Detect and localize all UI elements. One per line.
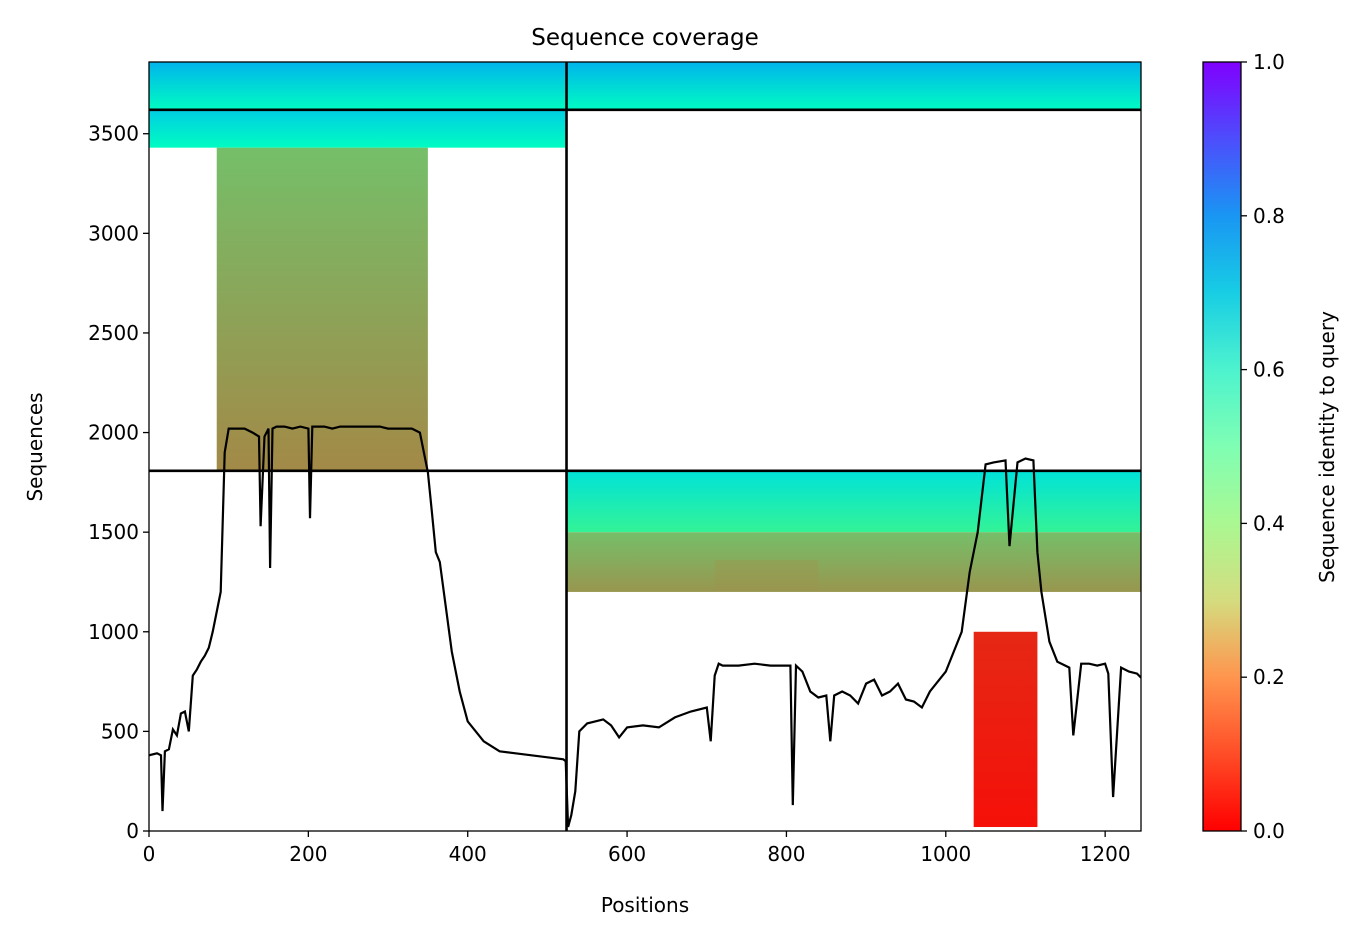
coverage-block	[973, 631, 1038, 828]
coverage-block	[566, 62, 1141, 110]
coverage-block	[149, 109, 567, 148]
y-tick-label: 1500	[88, 520, 139, 544]
colorbar-tick-label: 0.4	[1253, 511, 1285, 535]
colorbar	[1202, 61, 1242, 832]
colorbar-tick-label: 0.0	[1253, 819, 1285, 843]
coverage-block	[216, 147, 428, 471]
colorbar-tick-label: 0.8	[1253, 204, 1285, 228]
x-tick-label: 200	[289, 842, 327, 866]
x-axis-label: Positions	[601, 893, 689, 917]
coverage-block	[149, 62, 567, 110]
y-tick-label: 2000	[88, 421, 139, 445]
plot-frame	[148, 61, 1142, 832]
y-axis: 0 500 1000 1500 2000 2500 3000 3500	[88, 122, 149, 843]
x-tick-label: 800	[767, 842, 805, 866]
y-tick-label: 1000	[88, 620, 139, 644]
coverage-block	[566, 470, 1141, 533]
x-tick-label: 0	[143, 842, 156, 866]
coverage-block	[714, 560, 819, 590]
chart-title: Sequence coverage	[531, 25, 759, 51]
coverage-block	[566, 532, 1141, 592]
x-tick-label: 1000	[920, 842, 971, 866]
x-axis: 0 200 400 600 800 1000 1200	[143, 831, 1131, 866]
colorbar-axis: 0.0 0.2 0.4 0.6 0.8 1.0	[1241, 50, 1285, 843]
colorbar-tick-label: 0.2	[1253, 665, 1285, 689]
x-tick-label: 400	[449, 842, 487, 866]
x-tick-label: 600	[608, 842, 646, 866]
segment-dividers	[149, 62, 1141, 831]
y-tick-label: 500	[101, 719, 139, 743]
x-tick-label: 1200	[1080, 842, 1131, 866]
y-tick-label: 2500	[88, 321, 139, 345]
y-axis-label: Sequences	[23, 392, 47, 501]
colorbar-tick-label: 0.6	[1253, 358, 1285, 382]
colorbar-tick-label: 1.0	[1253, 50, 1285, 74]
y-tick-label: 3500	[88, 122, 139, 146]
y-tick-label: 0	[126, 819, 139, 843]
coverage-line	[149, 425, 1141, 828]
coverage-heatmap	[149, 62, 1141, 828]
colorbar-label: Sequence identity to query	[1315, 311, 1339, 583]
y-tick-label: 3000	[88, 221, 139, 245]
